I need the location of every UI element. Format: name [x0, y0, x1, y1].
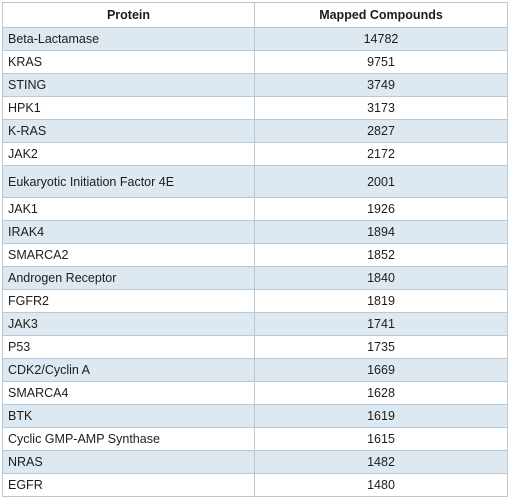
mapped-compounds-cell: 14782	[254, 27, 508, 51]
protein-name-cell: JAK3	[2, 312, 255, 336]
protein-name-cell: JAK2	[2, 142, 255, 166]
mapped-compounds-cell: 1480	[254, 473, 508, 497]
protein-name-cell: HPK1	[2, 96, 255, 120]
protein-name-cell: BTK	[2, 404, 255, 428]
mapped-compounds-cell: 1840	[254, 266, 508, 290]
mapped-compounds-cell: 1669	[254, 358, 508, 382]
table-row: SMARCA2 1852	[2, 243, 508, 267]
table-row: EGFR 1480	[2, 473, 508, 497]
mapped-compounds-cell: 1894	[254, 220, 508, 244]
table-row: Eukaryotic Initiation Factor 4E 2001	[2, 165, 508, 198]
protein-name-cell: P53	[2, 335, 255, 359]
protein-name-cell: K-RAS	[2, 119, 255, 143]
protein-name-cell: Androgen Receptor	[2, 266, 255, 290]
table-row: NRAS 1482	[2, 450, 508, 474]
protein-name-cell: STING	[2, 73, 255, 97]
table-row: FGFR2 1819	[2, 289, 508, 313]
protein-name-cell: KRAS	[2, 50, 255, 74]
table-row: CDK2/Cyclin A 1669	[2, 358, 508, 382]
mapped-compounds-cell: 1619	[254, 404, 508, 428]
mapped-compounds-cell: 1615	[254, 427, 508, 451]
protein-name-cell: IRAK4	[2, 220, 255, 244]
protein-name-cell: SMARCA2	[2, 243, 255, 267]
mapped-compounds-cell: 3173	[254, 96, 508, 120]
protein-name-cell: FGFR2	[2, 289, 255, 313]
mapped-compounds-cell: 1735	[254, 335, 508, 359]
mapped-compounds-cell: 3749	[254, 73, 508, 97]
table-row: Androgen Receptor 1840	[2, 266, 508, 290]
table-row: JAK3 1741	[2, 312, 508, 336]
table-row: HPK1 3173	[2, 96, 508, 120]
table-row: IRAK4 1894	[2, 220, 508, 244]
mapped-compounds-cell: 1628	[254, 381, 508, 405]
protein-name-cell: SMARCA4	[2, 381, 255, 405]
table-row: JAK1 1926	[2, 197, 508, 221]
protein-name-cell: CDK2/Cyclin A	[2, 358, 255, 382]
mapped-compounds-cell: 2827	[254, 119, 508, 143]
table-body: Beta-Lactamase 14782 KRAS 9751 STING 3749 HPK1…	[2, 27, 508, 497]
mapped-compounds-cell: 2172	[254, 142, 508, 166]
table-row: STING 3749	[2, 73, 508, 97]
table-row: Beta-Lactamase 14782	[2, 27, 508, 51]
column-header-protein: Protein	[2, 2, 255, 28]
table-row: KRAS 9751	[2, 50, 508, 74]
mapped-compounds-cell: 2001	[254, 165, 508, 198]
table-row: BTK 1619	[2, 404, 508, 428]
mapped-compounds-cell: 9751	[254, 50, 508, 74]
mapped-compounds-cell: 1926	[254, 197, 508, 221]
protein-name-cell: NRAS	[2, 450, 255, 474]
protein-name-cell: Eukaryotic Initiation Factor 4E	[2, 165, 255, 198]
table-row: SMARCA4 1628	[2, 381, 508, 405]
protein-name-cell: EGFR	[2, 473, 255, 497]
protein-name-cell: Cyclic GMP-AMP Synthase	[2, 427, 255, 451]
mapped-compounds-cell: 1741	[254, 312, 508, 336]
mapped-compounds-cell: 1482	[254, 450, 508, 474]
table-header-row: Protein Mapped Compounds	[2, 2, 508, 28]
table-row: Cyclic GMP-AMP Synthase 1615	[2, 427, 508, 451]
mapped-compounds-cell: 1852	[254, 243, 508, 267]
table-row: P53 1735	[2, 335, 508, 359]
protein-name-cell: Beta-Lactamase	[2, 27, 255, 51]
column-header-mapped-compounds: Mapped Compounds	[254, 2, 508, 28]
table-row: JAK2 2172	[2, 142, 508, 166]
table-row: K-RAS 2827	[2, 119, 508, 143]
protein-name-cell: JAK1	[2, 197, 255, 221]
mapped-compounds-cell: 1819	[254, 289, 508, 313]
